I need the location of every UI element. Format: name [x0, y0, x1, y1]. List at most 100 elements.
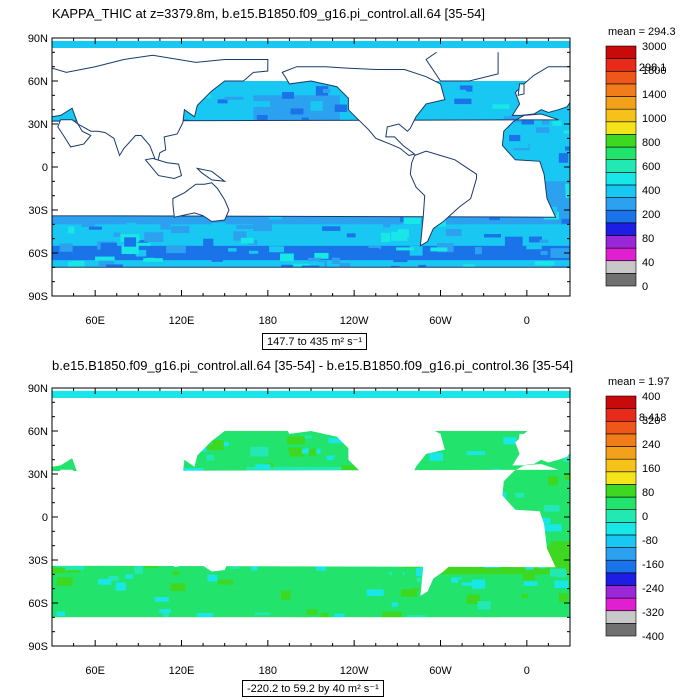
field-cell — [205, 440, 224, 450]
y-tick-label: 30S — [28, 555, 48, 567]
y-tick-label: 0 — [42, 162, 48, 174]
colorbar-swatch — [605, 547, 637, 561]
field-cell — [240, 237, 254, 244]
colorbar-label: 3000 — [642, 41, 666, 53]
colorbar-label: 1800 — [642, 65, 666, 77]
field-cell — [515, 492, 525, 498]
field-cell — [250, 446, 269, 457]
field-cell — [328, 438, 344, 444]
x-tick-label: 60W — [429, 665, 452, 677]
y-tick-label: 30S — [28, 205, 48, 217]
land-mask — [52, 54, 269, 166]
colorbar-swatch — [605, 247, 637, 262]
land-mask — [172, 182, 230, 223]
field-cell — [222, 441, 229, 447]
colorbar-swatch — [605, 458, 637, 473]
field-cell — [256, 115, 268, 121]
arctic-field — [52, 40, 570, 50]
field-cell — [542, 524, 562, 532]
field-cell — [557, 545, 569, 555]
plot-title: b.e15.B1850.f09_g16.pi_control.all.64 [3… — [52, 358, 574, 373]
colorbar-swatch — [605, 471, 637, 485]
field-cell — [454, 98, 472, 105]
colorbar-label: 1400 — [642, 89, 666, 101]
colorbar-swatch — [605, 45, 637, 59]
colorbar-label: 400 — [642, 185, 660, 197]
field-cell — [522, 571, 536, 581]
arctic-field — [52, 390, 570, 400]
land-mask — [57, 119, 92, 148]
field-cell — [206, 93, 215, 102]
colorbar-swatch — [605, 572, 637, 586]
land-mask — [52, 405, 268, 515]
field-cell — [315, 86, 329, 96]
colorbar-swatch — [605, 597, 637, 612]
colorbar-label: -320 — [642, 607, 664, 619]
colorbar-swatch — [605, 222, 637, 236]
field-cell — [135, 249, 147, 257]
field-cell — [206, 454, 215, 461]
field-cell — [59, 243, 73, 252]
field-cell — [238, 464, 246, 472]
field-cell — [400, 589, 417, 597]
field-cell — [569, 264, 570, 272]
field-cell — [471, 579, 486, 589]
colorbar-swatch — [605, 408, 637, 422]
field-cell — [453, 89, 467, 98]
field-cell — [461, 582, 478, 586]
colorbar-label: 320 — [642, 415, 660, 427]
plot-title: KAPPA_THIC at z=3379.8m, b.e15.B1850.f09… — [52, 6, 486, 21]
field-cell — [212, 222, 226, 228]
range-label: 147.7 to 435 m² s⁻¹ — [262, 333, 368, 350]
field-cell — [146, 257, 155, 262]
field-cell — [71, 260, 85, 267]
field-cell — [528, 236, 543, 243]
field-cell — [183, 468, 204, 473]
colorbar-swatch — [605, 83, 637, 97]
y-tick-label: 90N — [28, 383, 48, 395]
colorbar-swatch — [605, 134, 637, 148]
colorbar-swatch — [605, 260, 637, 274]
field-cell — [288, 447, 305, 457]
field-cell — [406, 615, 427, 620]
land-mask — [517, 83, 525, 96]
field-cell — [94, 254, 106, 258]
map-plot: 90N 60N 30N 0 30S 60S 90S 60E 120E 180 120W 60W 0 0 40… — [28, 33, 667, 327]
field-cell — [185, 594, 205, 601]
field-cell — [430, 247, 448, 252]
field-cell — [558, 153, 569, 163]
y-tick-label: 60S — [28, 248, 48, 260]
field-cell — [540, 250, 548, 255]
field-cell — [355, 577, 373, 583]
field-cell — [509, 134, 521, 142]
field-cell — [56, 577, 73, 586]
field-cell — [523, 581, 538, 586]
field-cell — [382, 611, 402, 619]
field-cell — [56, 611, 66, 616]
field-cell — [52, 567, 65, 574]
field-cell — [306, 609, 318, 615]
field-cell — [569, 449, 570, 456]
field-cell — [444, 582, 453, 589]
field-cell — [459, 85, 473, 92]
field-cell — [363, 262, 372, 268]
field-cell — [383, 218, 391, 228]
colorbar-swatch — [605, 623, 637, 637]
field-cell — [255, 464, 271, 469]
field-cell — [477, 601, 491, 610]
field-cell — [521, 594, 529, 599]
colorbar-swatch — [605, 70, 637, 85]
field-cell — [554, 580, 569, 588]
field-cell — [194, 580, 213, 585]
field-cell — [98, 578, 112, 585]
y-tick-label: 30N — [28, 469, 48, 481]
field-cell — [125, 574, 133, 579]
field-cell — [536, 173, 554, 179]
field-cell — [565, 473, 570, 480]
field-cell — [134, 242, 151, 246]
x-tick-label: 120W — [340, 665, 369, 677]
field-cell — [526, 245, 542, 250]
field-cell — [248, 250, 259, 254]
x-tick-label: 120E — [169, 665, 195, 677]
field-cell — [203, 244, 213, 251]
